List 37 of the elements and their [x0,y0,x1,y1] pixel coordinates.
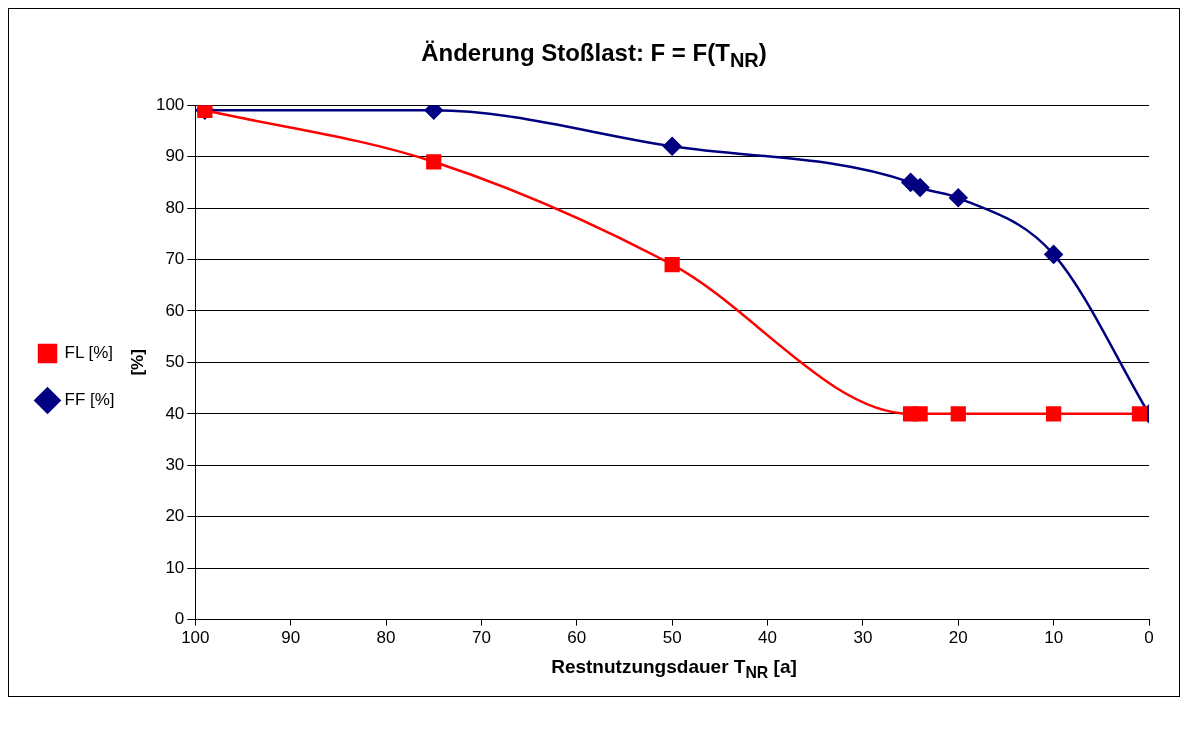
point [949,188,968,207]
legend-label: FF [%] [64,389,115,409]
point [426,153,442,170]
x-tick-label: 20 [948,628,968,648]
x-tick-label: 10 [1044,628,1064,648]
x-tick-label: 60 [567,628,587,648]
chart-title: Änderung Stoßlast: F = F(T$_{NR}$) [420,38,768,73]
x-tick-label: 40 [758,628,777,648]
point [950,406,966,422]
x-tick-label: 0 [1144,628,1154,648]
point [664,256,680,273]
x-tick-label: 70 [471,628,491,648]
x-tick-label: 30 [853,628,873,648]
y-tick-label: 10 [165,557,185,577]
y-tick-label: 60 [165,300,185,320]
y-axis-title: [%] [128,348,148,376]
x-tick-label: 80 [376,628,396,648]
x-axis-title: Restnutzungsdauer T$_{NR}$ [a] [550,654,798,683]
point [662,136,682,156]
y-tick-label: 40 [165,403,185,423]
point [1044,244,1063,264]
x-tick-label: 50 [662,628,682,648]
y-tick-label: 50 [165,351,185,371]
x-tick-label: 90 [281,628,301,648]
y-tick-label: 30 [165,454,185,474]
y-tick-label: 20 [165,506,185,526]
legend-label: FL [%] [64,342,113,362]
y-tick-label: 0 [174,609,185,629]
y-tick-label: 80 [165,197,185,217]
y-tick-label: 90 [165,146,185,166]
point [1046,406,1062,422]
point [910,178,930,197]
point [912,406,928,422]
x-tick-label: 100 [181,628,210,648]
y-tick-label: 70 [165,249,185,268]
point [1131,406,1148,422]
y-tick-label: 100 [155,94,185,114]
